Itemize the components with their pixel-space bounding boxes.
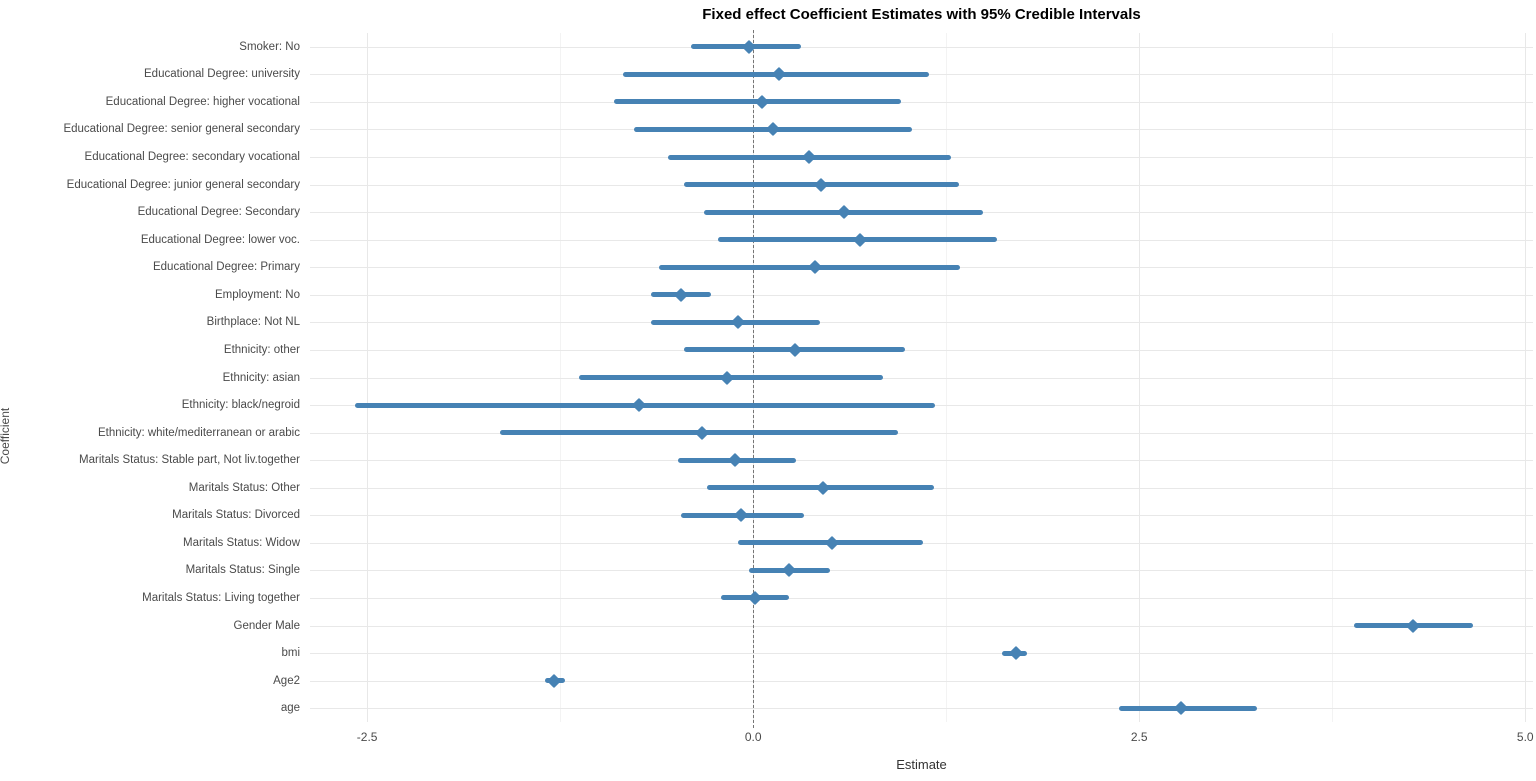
gridline-horizontal <box>310 129 1533 131</box>
y-axis-label: Ethnicity: white/mediterranean or arabic <box>98 426 300 439</box>
gridline-horizontal <box>310 597 1533 599</box>
gridline-horizontal <box>310 322 1533 324</box>
gridline-horizontal <box>310 349 1533 351</box>
y-axis-label: Educational Degree: junior general secon… <box>66 178 300 191</box>
y-axis-label: Educational Degree: Secondary <box>137 206 300 219</box>
credible-interval-bar <box>1119 705 1257 711</box>
point-estimate-diamond <box>787 342 802 358</box>
gridline-horizontal <box>310 460 1533 462</box>
point-estimate-diamond <box>755 94 770 109</box>
point-estimate-diamond <box>730 315 745 330</box>
y-axis-label: Smoker: No <box>239 40 300 53</box>
gridline-horizontal <box>310 570 1533 572</box>
y-axis-label: Employment: No <box>214 288 300 301</box>
x-tick-label: 0.0 <box>744 730 762 744</box>
gridline-horizontal <box>310 515 1533 517</box>
point-estimate-diamond <box>733 508 748 523</box>
y-axis-label: Educational Degree: higher vocational <box>105 95 300 108</box>
point-estimate-diamond <box>719 370 734 385</box>
point-estimate-diamond <box>766 122 781 137</box>
y-axis-label: Maritals Status: Stable part, Not liv.to… <box>79 454 300 467</box>
y-axis-label: Educational Degree: secondary vocational <box>84 151 300 164</box>
chart-title: Fixed effect Coefficient Estimates with … <box>702 6 1141 23</box>
gridline-horizontal <box>310 653 1533 655</box>
gridline-horizontal <box>310 101 1533 103</box>
point-estimate-diamond <box>814 177 829 192</box>
point-estimate-diamond <box>631 397 646 413</box>
plot-panel <box>310 30 1533 728</box>
gridline-horizontal <box>310 680 1533 682</box>
y-axis-label: Ethnicity: other <box>223 343 300 356</box>
point-estimate-diamond <box>801 149 816 165</box>
y-axis-label: Ethnicity: black/negroid <box>181 399 300 412</box>
y-axis-label: Maritals Status: Other <box>188 481 300 494</box>
y-axis-label: Maritals Status: Single <box>185 564 300 577</box>
gridline-horizontal <box>310 377 1533 379</box>
point-estimate-diamond <box>673 287 688 302</box>
point-estimate-diamond <box>1173 701 1188 716</box>
point-estimate-diamond <box>772 67 787 82</box>
y-axis-label: Educational Degree: Primary <box>152 261 300 274</box>
x-axis-title: Estimate <box>896 757 947 772</box>
y-axis-label: Age2 <box>273 674 300 687</box>
x-tick-label: -2.5 <box>356 730 378 744</box>
gridline-horizontal <box>310 708 1533 710</box>
y-axis-label: Educational Degree: senior general secon… <box>63 123 300 136</box>
y-axis-label: Gender Male <box>233 619 300 632</box>
gridline-horizontal <box>310 294 1533 296</box>
x-tick-label: 2.5 <box>1130 730 1148 744</box>
y-axis-label: Educational Degree: university <box>144 68 300 81</box>
y-axis-label: Educational Degree: lower voc. <box>140 233 300 246</box>
y-axis-label: Ethnicity: asian <box>222 371 300 384</box>
x-tick-label: 5.0 <box>1516 730 1534 744</box>
y-axis-label: Maritals Status: Widow <box>183 536 300 549</box>
y-axis-label: age <box>280 702 300 715</box>
point-estimate-diamond <box>695 425 710 440</box>
point-estimate-diamond <box>824 535 839 550</box>
y-axis-label: Birthplace: Not NL <box>206 316 300 329</box>
y-axis-label: Maritals Status: Living together <box>142 591 300 604</box>
point-estimate-diamond <box>1405 618 1420 633</box>
point-estimate-diamond <box>727 453 742 468</box>
gridline-horizontal <box>310 625 1533 627</box>
point-estimate-diamond <box>815 480 830 495</box>
y-axis-label: Maritals Status: Divorced <box>172 509 300 522</box>
point-estimate-diamond <box>852 232 867 247</box>
point-estimate-diamond <box>781 563 796 578</box>
point-estimate-diamond <box>1008 646 1023 661</box>
point-estimate-diamond <box>747 590 762 606</box>
point-estimate-diamond <box>546 673 562 688</box>
y-axis-label: bmi <box>281 647 300 660</box>
point-estimate-diamond <box>837 205 852 220</box>
point-estimate-diamond <box>807 260 823 275</box>
gridline-horizontal <box>310 46 1533 48</box>
gridline-horizontal <box>310 432 1533 434</box>
